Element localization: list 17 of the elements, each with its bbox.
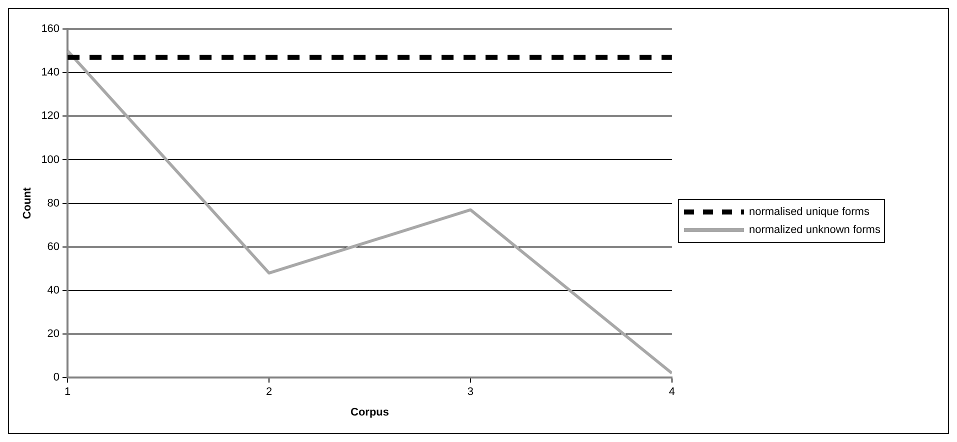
- text: normalized unknown forms: [749, 224, 880, 236]
- y-tick-label: 40: [47, 284, 60, 296]
- y-tick-label: 0: [53, 372, 60, 384]
- x-tick-label: 4: [668, 386, 676, 398]
- y-tick-label: 100: [41, 154, 60, 166]
- y-tick-label: 140: [41, 66, 60, 79]
- y-tick-label: 160: [41, 23, 60, 36]
- text: normalised unique forms: [749, 206, 870, 218]
- x-axis-title: Corpus: [350, 406, 389, 418]
- y-tick-label: 20: [47, 328, 60, 340]
- y-tick-label: 120: [41, 110, 60, 122]
- x-tick-label: 3: [467, 386, 474, 398]
- x-tick-label: 2: [266, 386, 272, 398]
- y-tick-label: 60: [47, 240, 60, 253]
- y-axis-title: Count: [22, 187, 34, 220]
- x-tick-label: 1: [64, 386, 71, 398]
- y-tick-label: 80: [47, 197, 60, 210]
